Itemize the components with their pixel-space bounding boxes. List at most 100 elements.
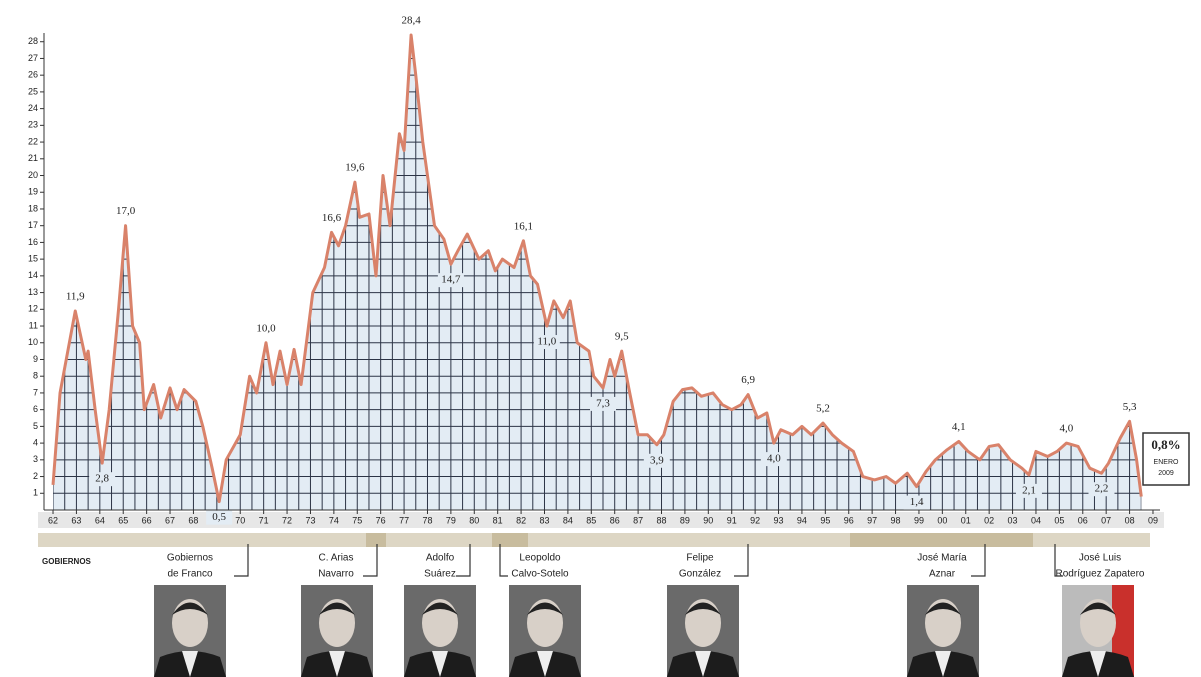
annotation: 4,0 <box>1060 423 1074 435</box>
y-tick-label: 5 <box>33 421 38 431</box>
x-tick-label: 66 <box>142 515 152 525</box>
gov-name: Navarro <box>318 569 354 580</box>
y-tick-label: 28 <box>28 36 38 46</box>
annotation-bg <box>206 510 233 525</box>
gov-band-dark <box>492 533 528 547</box>
gov-bracket <box>971 544 986 577</box>
photo-collar <box>695 651 711 677</box>
annotation: 2,2 <box>1095 483 1109 495</box>
y-tick-label: 18 <box>28 203 38 213</box>
annotation-bg <box>590 396 616 411</box>
annotation: 4,1 <box>952 421 966 433</box>
y-tick-label: 1 <box>33 488 38 498</box>
y-tick-label: 16 <box>28 237 38 247</box>
note-date: 2009 <box>1158 470 1174 477</box>
y-tick-label: 22 <box>28 136 38 146</box>
x-tick-label: 09 <box>1148 515 1158 525</box>
photo-face <box>319 599 355 647</box>
y-tick-label: 21 <box>28 153 38 163</box>
gov-bracket <box>1054 544 1063 577</box>
y-tick-label: 12 <box>28 304 38 314</box>
x-tick-label: 99 <box>914 515 924 525</box>
photo-hair <box>319 602 355 615</box>
x-tick-label: 79 <box>446 515 456 525</box>
y-tick-label: 8 <box>33 371 38 381</box>
gov-name: Adolfo <box>426 553 455 564</box>
photo-face <box>172 599 208 647</box>
x-axis-band <box>38 512 1164 528</box>
x-tick-label: 91 <box>727 515 737 525</box>
x-tick-label: 93 <box>774 515 784 525</box>
x-tick-label: 87 <box>633 515 643 525</box>
y-tick-label: 13 <box>28 287 38 297</box>
y-tick-label: 3 <box>33 454 38 464</box>
gov-bracket <box>234 544 249 577</box>
annotation-bg <box>89 472 116 487</box>
y-tick-label: 4 <box>33 437 38 447</box>
annotation-bg <box>1015 483 1042 498</box>
x-tick-label: 82 <box>516 515 526 525</box>
annotation: 0,5 <box>212 511 226 523</box>
annotation: 19,6 <box>345 162 365 174</box>
annotation: 14,7 <box>441 274 461 286</box>
x-tick-label: 01 <box>961 515 971 525</box>
area-fill <box>53 35 1142 510</box>
y-tick-label: 27 <box>28 53 38 63</box>
annotation: 2,1 <box>1022 484 1036 496</box>
y-tick-label: 17 <box>28 220 38 230</box>
x-tick-label: 86 <box>610 515 620 525</box>
gov-name: Aznar <box>929 569 956 580</box>
gov-name: Suárez <box>424 569 456 580</box>
x-tick-label: 89 <box>680 515 690 525</box>
gov-band-dark <box>850 533 1033 547</box>
annotation: 7,3 <box>596 397 610 409</box>
annotation-bg <box>643 453 670 468</box>
gov-band-dark <box>366 533 386 547</box>
annotation: 2,8 <box>95 473 109 485</box>
photo-face <box>422 599 458 647</box>
photo-collar <box>1090 651 1106 677</box>
annotation: 5,3 <box>1123 401 1137 413</box>
gov-name: José Luis <box>1079 553 1121 564</box>
photo-hair <box>527 602 563 615</box>
gov-name: C. Arias <box>318 553 353 564</box>
photo-collar <box>935 651 951 677</box>
annotation: 11,9 <box>66 291 85 303</box>
x-tick-label: 96 <box>844 515 854 525</box>
annotation: 17,0 <box>116 205 136 217</box>
y-tick-label: 14 <box>28 270 38 280</box>
annotation: 9,5 <box>615 331 629 343</box>
line <box>51 33 1143 504</box>
photo-collar <box>537 651 553 677</box>
x-tick-label: 07 <box>1101 515 1111 525</box>
y-tick-label: 20 <box>28 170 38 180</box>
annotation-bg <box>437 273 464 288</box>
photo-hair <box>925 602 961 615</box>
photo-hair <box>1080 602 1116 615</box>
note-date: ENERO <box>1154 459 1179 466</box>
x-tick-label: 73 <box>305 515 315 525</box>
annotation-bg <box>1088 482 1115 497</box>
annotation: 10,0 <box>256 322 276 334</box>
photo-face <box>925 599 961 647</box>
x-tick-label: 70 <box>235 515 245 525</box>
x-tick-label: 98 <box>891 515 901 525</box>
y-tick-label: 11 <box>29 320 38 330</box>
annotation: 28,4 <box>401 15 421 27</box>
gov-label: GOBIERNOS <box>42 557 92 566</box>
x-tick-label: 05 <box>1054 515 1064 525</box>
x-tick-label: 81 <box>493 515 503 525</box>
x-tick-label: 75 <box>352 515 362 525</box>
gov-name: Leopoldo <box>519 553 561 564</box>
photo-hair <box>685 602 721 615</box>
y-tick-label: 7 <box>33 387 38 397</box>
y-tick-label: 24 <box>28 103 38 113</box>
gov-bracket <box>499 544 508 577</box>
gov-name: González <box>679 569 721 580</box>
annotation: 4,0 <box>767 453 781 465</box>
x-tick-label: 63 <box>71 515 81 525</box>
note-box <box>1142 432 1190 486</box>
y-tick-label: 19 <box>28 187 38 197</box>
x-tick-label: 06 <box>1078 515 1088 525</box>
